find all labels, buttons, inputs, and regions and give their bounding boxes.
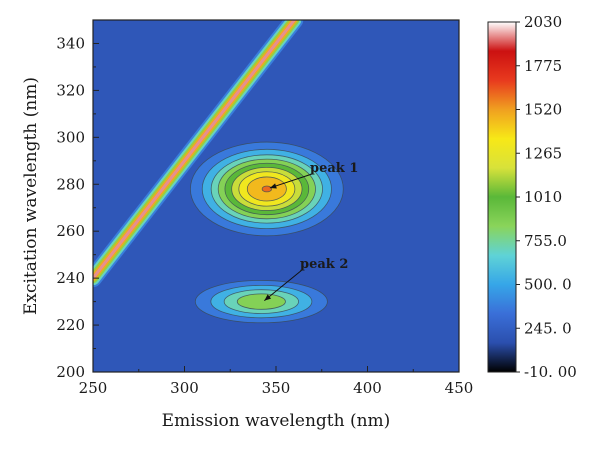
peak-arrow-line	[269, 173, 313, 189]
y-tick-label: 280	[56, 175, 85, 193]
scatter-band	[93, 20, 304, 288]
colorbar-label: 500. 0	[524, 276, 572, 294]
y-tick-label: 260	[56, 222, 85, 240]
peak-region-2	[194, 280, 328, 324]
colorbar-gradient	[487, 21, 517, 373]
x-tick-label: 400	[353, 379, 382, 397]
colorbar-label: 2030	[524, 13, 562, 31]
scatter-band-layer	[93, 20, 296, 280]
y-tick-label: 220	[56, 316, 85, 334]
colorbar-label: -10. 00	[524, 363, 577, 381]
y-axis-ticks: 200 220 240 260 280 300 320 340	[56, 34, 99, 381]
peak-region-1	[190, 141, 344, 237]
colorbar-label: 245. 0	[524, 319, 572, 337]
y-tick-label: 300	[56, 128, 85, 146]
x-tick-label: 250	[79, 379, 108, 397]
colorbar-label: 755.0	[524, 232, 567, 250]
colorbar-label: 1010	[524, 188, 562, 206]
y-tick-label: 340	[56, 34, 85, 52]
colorbar-label: 1775	[524, 57, 562, 75]
x-tick-label: 300	[170, 379, 199, 397]
peak-arrow-line	[264, 269, 303, 301]
y-axis-title: Excitation wavelength (nm)	[21, 77, 41, 315]
contour-level	[261, 185, 273, 193]
contour-level	[236, 293, 286, 310]
peak-arrow-head	[269, 183, 277, 189]
x-axis-title: Emission wavelength (nm)	[162, 411, 391, 431]
x-tick-label: 350	[262, 379, 291, 397]
x-tick-label: 450	[445, 379, 474, 397]
colorbar-label: 1265	[524, 144, 562, 162]
x-axis-ticks: 250 300 350 400 450	[79, 366, 474, 397]
colorbar: 2030 1775 1520 1265 1010 755.0 500. 0 245. 0 -10…	[487, 13, 577, 381]
y-tick-label: 240	[56, 269, 85, 287]
y-tick-label: 320	[56, 81, 85, 99]
colorbar-label: 1520	[524, 101, 562, 119]
peak-label: peak 2	[300, 257, 348, 272]
peak-label: peak 1	[310, 161, 358, 176]
y-tick-label: 200	[56, 363, 85, 381]
plot-area	[93, 20, 459, 372]
peak-arrow-head	[264, 294, 272, 301]
peak-annotations: peak 1 peak 2	[264, 161, 358, 301]
